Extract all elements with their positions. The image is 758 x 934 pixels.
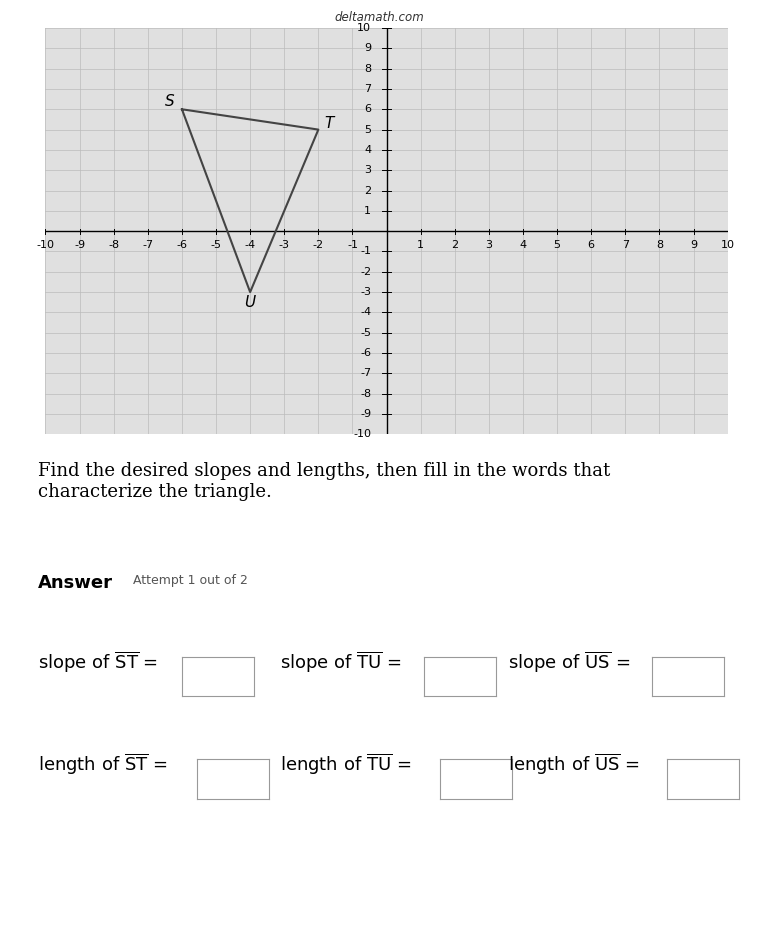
Text: -2: -2 <box>313 240 324 250</box>
Text: 9: 9 <box>364 43 371 53</box>
Text: 10: 10 <box>357 23 371 33</box>
Text: 10: 10 <box>721 240 735 250</box>
Text: -5: -5 <box>360 328 371 338</box>
Text: -5: -5 <box>211 240 221 250</box>
Text: -4: -4 <box>245 240 255 250</box>
Text: -4: -4 <box>360 307 371 318</box>
Text: -10: -10 <box>36 240 55 250</box>
Text: 3: 3 <box>365 165 371 176</box>
Text: length of $\overline{\mathrm{US}}$ =: length of $\overline{\mathrm{US}}$ = <box>508 752 640 777</box>
Text: 6: 6 <box>365 105 371 114</box>
Text: Find the desired slopes and lengths, then fill in the words that
characterize th: Find the desired slopes and lengths, the… <box>38 462 610 502</box>
Text: 9: 9 <box>690 240 697 250</box>
Text: S: S <box>165 93 175 108</box>
Text: 7: 7 <box>364 84 371 94</box>
Text: length of $\overline{\mathrm{ST}}$ =: length of $\overline{\mathrm{ST}}$ = <box>38 752 168 777</box>
Text: U: U <box>245 295 255 310</box>
Text: 4: 4 <box>519 240 527 250</box>
Text: -9: -9 <box>360 409 371 419</box>
Text: 1: 1 <box>417 240 424 250</box>
Text: 2: 2 <box>364 186 371 195</box>
Text: -1: -1 <box>347 240 358 250</box>
Text: slope of $\overline{\mathrm{TU}}$ =: slope of $\overline{\mathrm{TU}}$ = <box>280 649 402 674</box>
Text: 3: 3 <box>485 240 493 250</box>
Text: 1: 1 <box>365 205 371 216</box>
Text: -7: -7 <box>143 240 153 250</box>
Text: T: T <box>324 116 334 131</box>
Text: -3: -3 <box>279 240 290 250</box>
Text: 5: 5 <box>365 124 371 134</box>
Text: -8: -8 <box>360 389 371 399</box>
Text: slope of $\overline{\mathrm{US}}$ =: slope of $\overline{\mathrm{US}}$ = <box>508 649 630 674</box>
Text: slope of $\overline{\mathrm{ST}}$ =: slope of $\overline{\mathrm{ST}}$ = <box>38 649 158 674</box>
Text: -9: -9 <box>74 240 85 250</box>
Text: Attempt 1 out of 2: Attempt 1 out of 2 <box>133 574 248 587</box>
Text: -2: -2 <box>360 267 371 276</box>
Text: 5: 5 <box>553 240 561 250</box>
Text: 2: 2 <box>451 240 459 250</box>
Text: length of $\overline{\mathrm{TU}}$ =: length of $\overline{\mathrm{TU}}$ = <box>280 752 412 777</box>
Text: -3: -3 <box>360 287 371 297</box>
Text: -7: -7 <box>360 368 371 378</box>
Text: -1: -1 <box>360 247 371 257</box>
Text: 8: 8 <box>364 64 371 74</box>
Text: Answer: Answer <box>38 574 113 592</box>
Text: -6: -6 <box>177 240 187 250</box>
Text: deltamath.com: deltamath.com <box>334 11 424 24</box>
Text: -6: -6 <box>360 348 371 358</box>
Text: -10: -10 <box>353 430 371 439</box>
Text: 4: 4 <box>364 145 371 155</box>
Text: 6: 6 <box>587 240 595 250</box>
Text: 8: 8 <box>656 240 663 250</box>
Text: -8: -8 <box>108 240 119 250</box>
Text: 7: 7 <box>622 240 629 250</box>
